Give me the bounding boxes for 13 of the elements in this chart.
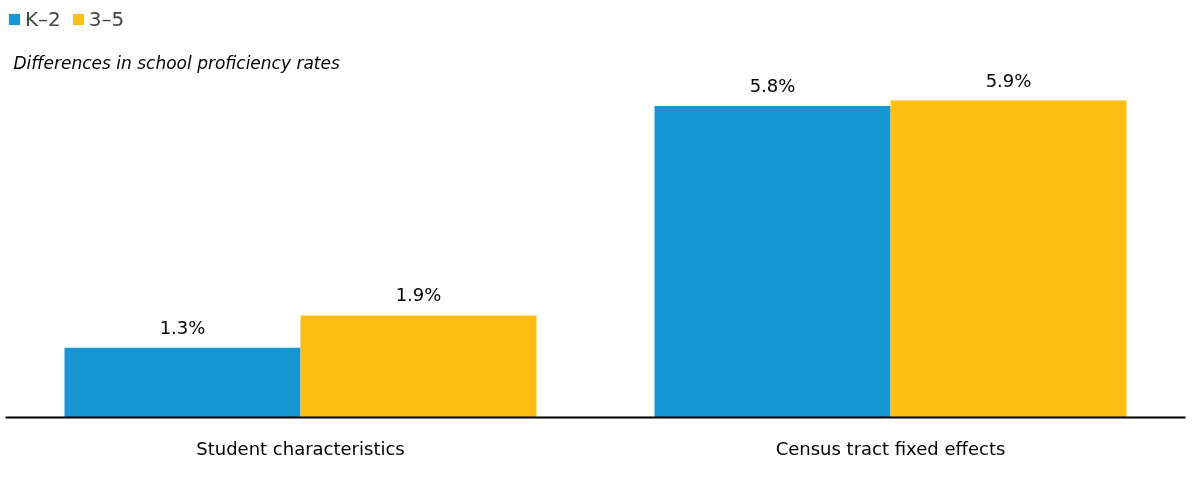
data-label: 5.8% — [749, 74, 796, 96]
data-label: 1.3% — [159, 316, 206, 338]
bar — [890, 100, 1127, 418]
legend-label: K–2 — [25, 7, 61, 31]
bar — [300, 315, 537, 418]
x-tick-label: Census tract fixed effects — [775, 437, 1006, 459]
chart-subtitle: Differences in school proficiency rates — [13, 52, 340, 73]
legend-label: 3–5 — [88, 7, 125, 31]
bar — [654, 105, 891, 418]
bar — [64, 347, 301, 418]
data-label: 1.9% — [395, 284, 442, 306]
x-tick-label: Student characteristics — [196, 437, 405, 459]
data-label: 5.9% — [985, 69, 1032, 91]
